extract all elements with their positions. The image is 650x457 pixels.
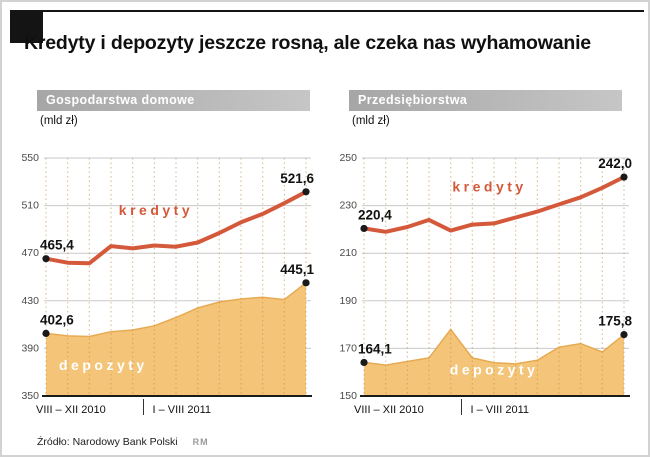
- kredyty-line: [44, 189, 308, 266]
- y-tick-label: 230: [339, 200, 357, 212]
- chart-households: 350 390 430 470 510 550 465,4 521,6 402,6 445,1 kr…: [21, 152, 314, 416]
- panel-households-header: Gospodarstwa domowe: [37, 90, 310, 111]
- y-tick-label: 190: [339, 295, 357, 307]
- x-group1-label: VIII – XII 2010: [36, 404, 106, 416]
- page-title: Kredyty i depozyty jeszcze rosną, ale cz…: [24, 32, 591, 54]
- endpoint-dot: [620, 330, 628, 339]
- endpoint-dot: [360, 224, 368, 233]
- footer: Źródło: Narodowy Bank Polski RM: [37, 436, 209, 448]
- kredyty-series-label: kredyty: [452, 178, 526, 194]
- y-tick-label: 470: [21, 247, 39, 259]
- y-tick-label: 350: [21, 390, 39, 402]
- source-text: Źródło: Narodowy Bank Polski: [37, 436, 178, 448]
- endpoint-dot: [42, 329, 50, 338]
- y-tick-label: 250: [339, 152, 357, 164]
- x-group2-label: I – VIII 2011: [471, 404, 530, 416]
- unit-label-households: (mld zł): [40, 115, 78, 127]
- y-tick-label: 170: [339, 342, 357, 354]
- kredyty-line: [362, 175, 626, 234]
- top-rule: [10, 10, 644, 12]
- publisher-logo: RM: [192, 437, 209, 447]
- value-label: 242,0: [598, 156, 632, 171]
- value-label: 402,6: [40, 312, 74, 327]
- endpoint-dot: [302, 188, 310, 196]
- y-tick-label: 510: [21, 200, 39, 212]
- chart-enterprises: 150 170 190 210 230 250 220,4 242,0 164,1 175,8 kr…: [339, 152, 632, 416]
- depozyty-series-label: depozyty: [450, 362, 539, 378]
- unit-label-enterprises: (mld zł): [352, 115, 390, 127]
- depozyty-series-label: depozyty: [59, 357, 148, 373]
- value-label: 175,8: [598, 314, 632, 329]
- endpoint-dot: [620, 173, 628, 181]
- value-label: 164,1: [358, 341, 392, 356]
- value-label: 445,1: [280, 262, 314, 277]
- y-tick-label: 430: [21, 295, 39, 307]
- endpoint-dot: [302, 279, 310, 287]
- value-label: 465,4: [40, 238, 74, 253]
- value-label: 521,6: [280, 171, 314, 186]
- depozyty-edge: [45, 282, 307, 338]
- kredyty-series-label: kredyty: [119, 202, 193, 218]
- x-group1-label: VIII – XII 2010: [354, 404, 424, 416]
- y-tick-label: 550: [21, 152, 39, 164]
- value-label: 220,4: [358, 207, 392, 222]
- corner-square: [10, 10, 43, 43]
- y-tick-label: 150: [339, 390, 357, 402]
- endpoint-dot: [360, 358, 368, 367]
- panel-enterprises-header: Przedsiębiorstwa: [349, 90, 622, 111]
- x-group2-label: I – VIII 2011: [153, 404, 212, 416]
- endpoint-dot: [42, 255, 50, 263]
- y-tick-label: 390: [21, 342, 39, 354]
- y-tick-label: 210: [339, 247, 357, 259]
